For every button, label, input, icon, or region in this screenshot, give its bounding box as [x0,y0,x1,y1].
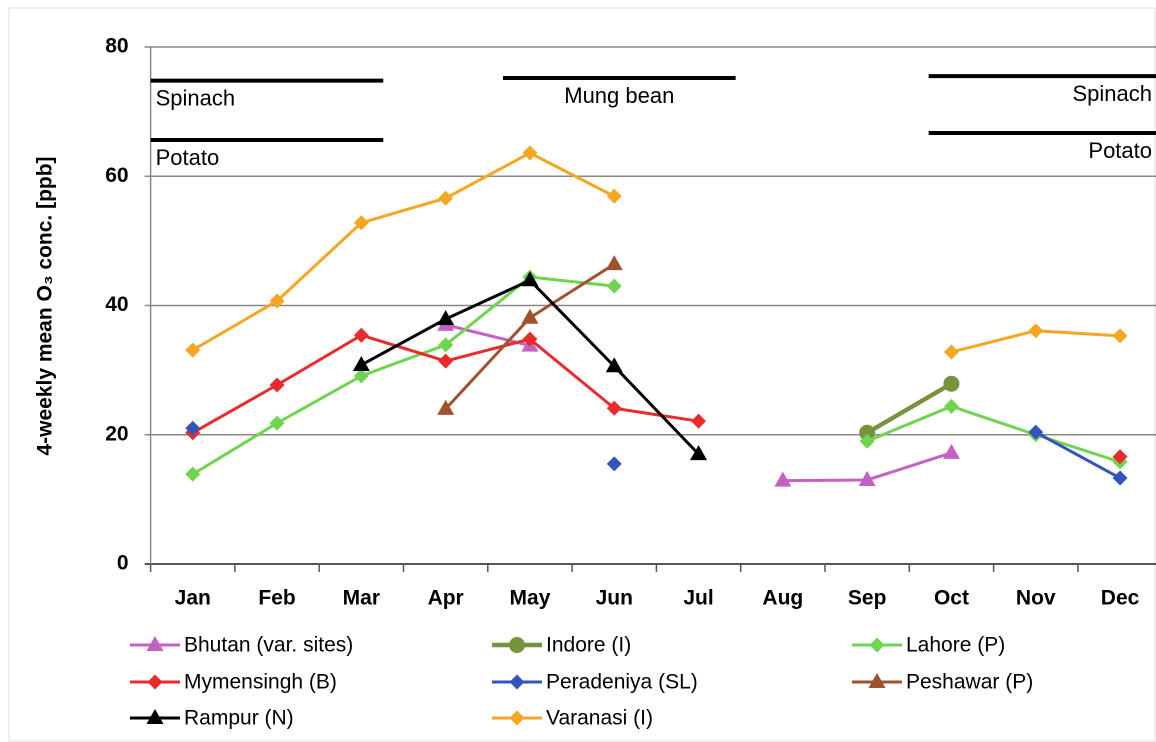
marker [606,456,622,472]
y-tick-label: 0 [117,552,129,575]
marker [691,413,707,429]
x-tick-label: Aug [762,587,803,610]
marker [605,357,623,373]
legend-item: Peshawar (P) [852,671,1033,694]
legend-item: Lahore (P) [852,634,1005,657]
marker [1112,328,1128,344]
legend-marker [509,710,525,726]
marker [943,344,959,360]
legend-marker [509,637,525,653]
marker [438,337,454,353]
marker [185,420,201,436]
marker [858,470,876,486]
legend-label: Mymensingh (B) [184,671,337,694]
marker [522,145,538,161]
marker [522,331,538,347]
y-axis-label: 4-weekly mean O₃ conc. [ppb] [34,156,57,455]
marker [269,293,285,309]
legend-label: Indore (I) [546,634,631,657]
marker [606,400,622,416]
marker [438,190,454,206]
legend-item: Rampur (N) [130,707,294,730]
x-tick-label: Mar [343,587,380,610]
legend-marker [509,674,525,690]
x-tick-label: Apr [428,587,464,610]
x-tick-label: Oct [934,587,969,610]
marker [859,424,876,441]
legend-label: Lahore (P) [906,634,1005,657]
marker [605,255,623,271]
marker [185,466,201,482]
x-tick-label: Jun [596,587,633,610]
legend-item: Peradeniya (SL) [492,671,698,694]
series-line [1035,430,1121,480]
marker [352,355,370,371]
x-tick-label: Dec [1101,587,1140,610]
marker [437,399,455,415]
legend-label: Varanasi (I) [546,707,653,730]
marker [185,342,201,358]
marker [1112,470,1128,486]
y-tick-label: 40 [105,293,128,316]
legend-marker [147,674,163,690]
x-tick-label: Jul [683,587,713,610]
legend-label: Peshawar (P) [906,671,1033,694]
x-tick-label: Sep [848,587,887,610]
marker [438,353,454,369]
marker [606,188,622,204]
marker [1028,323,1044,339]
legend-marker [146,636,164,651]
marker [942,443,960,459]
marker [859,433,875,449]
crop-period-label: Mung bean [564,83,674,108]
x-tick-label: Feb [258,587,295,610]
frame [8,7,1156,742]
legend-label: Bhutan (var. sites) [184,634,353,657]
y-tick-label: 20 [105,422,128,445]
series-line [866,381,953,435]
crop-period-label: Potato [1088,138,1152,163]
series-line [191,151,615,352]
marker [690,445,708,461]
crop-period-label: Potato [156,145,220,170]
legend-label: Rampur (N) [184,707,294,730]
crop-period-label: Spinach [1072,81,1152,106]
marker [353,368,369,384]
crop-period-label: Spinach [156,85,236,110]
marker [1112,449,1128,465]
marker [269,377,285,393]
marker [606,278,622,294]
marker [353,215,369,231]
marker [774,471,792,487]
marker [353,327,369,343]
marker [1028,424,1044,440]
marker [269,415,285,431]
legend-marker [868,673,886,688]
marker [521,308,539,324]
x-tick-label: Nov [1016,587,1056,610]
legend-marker [146,709,164,724]
series-line [866,404,1121,464]
legend-item: Varanasi (I) [492,707,653,730]
marker [521,271,539,287]
marker [943,375,960,392]
marker [943,398,959,414]
legend-label: Peradeniya (SL) [546,671,698,694]
x-tick-label: Jan [175,587,211,610]
y-tick-label: 60 [105,164,128,187]
x-tick-label: May [510,587,551,610]
legend-marker [869,637,885,653]
y-tick-label: 80 [105,35,128,58]
legend-item: Indore (I) [492,634,631,657]
series-line [191,275,615,476]
marker [437,310,455,326]
legend-item: Bhutan (var. sites) [130,634,353,657]
legend-item: Mymensingh (B) [130,671,337,694]
